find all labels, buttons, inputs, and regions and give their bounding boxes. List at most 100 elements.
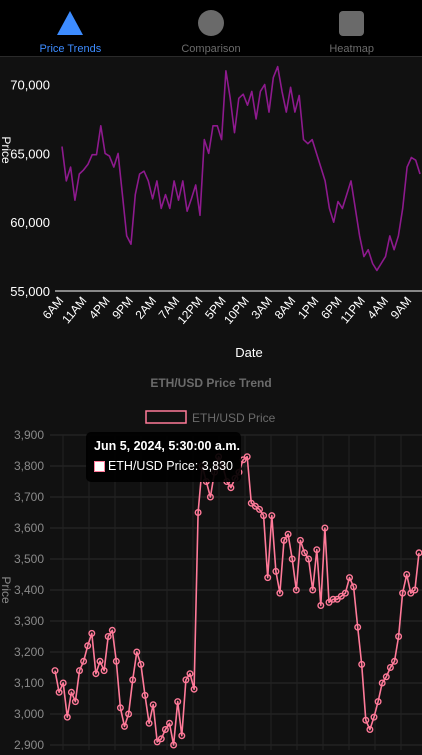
data-point — [108, 626, 116, 634]
data-point — [170, 741, 178, 749]
data-point — [341, 589, 349, 597]
y-tick-label: 3,400 — [14, 583, 44, 597]
data-point — [264, 574, 272, 582]
tooltip-swatch — [94, 460, 105, 472]
data-point — [227, 484, 235, 492]
data-point — [178, 732, 186, 740]
y-tick-label: 3,900 — [14, 428, 44, 442]
eth-series-line — [54, 455, 420, 746]
legend-swatch — [145, 410, 187, 424]
data-point — [186, 670, 194, 678]
y-axis-label: Price — [0, 576, 13, 604]
data-point — [358, 660, 366, 668]
chart-title: ETH/USD Price Trend — [150, 377, 271, 390]
data-point — [382, 673, 390, 681]
x-tick-label: 4PM — [86, 294, 113, 322]
data-point — [120, 722, 128, 730]
data-point — [174, 698, 182, 706]
y-tick-label: 3,100 — [14, 676, 44, 690]
data-point — [182, 676, 190, 684]
y-tick-label: 3,000 — [14, 707, 44, 721]
tab-label: Comparison — [181, 43, 241, 55]
data-point — [165, 719, 173, 727]
data-point — [141, 691, 149, 699]
data-point — [145, 719, 153, 727]
data-point — [206, 493, 214, 501]
data-point — [260, 512, 268, 520]
data-point — [112, 657, 120, 665]
data-point — [243, 453, 251, 461]
data-point — [190, 685, 198, 693]
data-point — [88, 629, 96, 637]
data-point — [100, 667, 108, 675]
tab-heatmap[interactable]: Heatmap — [281, 0, 422, 56]
data-point — [92, 670, 100, 678]
tooltip-title: Jun 5, 2024, 5:30:00 a.m. — [94, 439, 240, 453]
y-tick-label: 60,000 — [10, 215, 50, 230]
data-point — [329, 595, 337, 603]
tab-label: Price Trends — [39, 43, 102, 55]
data-point — [305, 555, 313, 563]
y-tick-label: 55,000 — [10, 284, 50, 299]
data-point — [370, 713, 378, 721]
data-point — [55, 688, 63, 696]
data-point — [321, 524, 329, 532]
data-point — [67, 688, 75, 696]
eth-usd-chart[interactable]: ETH/USD Price Trend ETH/USD Price 2,900 3,0… — [0, 376, 422, 752]
y-tick-label: 3,200 — [14, 645, 44, 659]
tooltip-label: ETH/USD Price: 3,830 — [107, 459, 233, 473]
data-point — [256, 505, 264, 513]
data-point — [284, 530, 292, 538]
tab-bar: Price Trends Comparison Heatmap — [0, 0, 422, 57]
tab-comparison[interactable]: Comparison — [141, 0, 282, 56]
data-point — [133, 648, 141, 656]
data-point — [129, 676, 137, 684]
chart-tooltip: Jun 5, 2024, 5:30:00 a.m. ETH/USD Price:… — [86, 432, 241, 482]
data-point — [411, 586, 419, 594]
x-tick-label: 11AM — [59, 294, 89, 326]
data-point — [362, 716, 370, 724]
data-point — [161, 726, 169, 734]
y-tick-label: 3,700 — [14, 490, 44, 504]
data-point — [116, 704, 124, 712]
triangle-icon — [56, 9, 84, 37]
data-point — [71, 698, 79, 706]
data-point — [51, 667, 59, 675]
data-point — [386, 664, 394, 672]
data-point — [149, 701, 157, 709]
data-point — [378, 679, 386, 687]
y-tick-label: 3,800 — [14, 459, 44, 473]
data-point — [75, 667, 83, 675]
x-tick-label: 9AM — [388, 294, 415, 322]
data-point — [104, 633, 112, 641]
data-point — [125, 710, 133, 718]
data-point — [63, 713, 71, 721]
data-point — [288, 555, 296, 563]
y-tick-label: 3,500 — [14, 552, 44, 566]
data-point — [272, 567, 280, 575]
circle-icon — [197, 9, 225, 37]
tab-price-trends[interactable]: Price Trends — [0, 0, 141, 56]
data-point — [96, 657, 104, 665]
x-tick-label: 1PM — [295, 294, 322, 322]
data-point — [292, 586, 300, 594]
data-point — [296, 536, 304, 544]
data-point — [317, 601, 325, 609]
legend-label: ETH/USD Price — [192, 411, 276, 425]
y-tick-label: 3,600 — [14, 521, 44, 535]
data-point — [354, 623, 362, 631]
x-tick-label: 8AM — [272, 294, 299, 322]
y-tick-label: 2,900 — [14, 738, 44, 750]
y-axis-label: Price — [0, 136, 13, 164]
price-trend-chart[interactable]: 55,000 60,000 65,000 70,000 Price 6AM 11AM 4PM 9… — [0, 57, 422, 377]
data-point — [309, 586, 317, 594]
y-tick-label: 3,300 — [14, 614, 44, 628]
data-point — [268, 512, 276, 520]
x-tick-label: 3AM — [249, 294, 276, 322]
data-point — [80, 657, 88, 665]
y-tick-label: 65,000 — [10, 146, 50, 161]
data-point — [399, 589, 407, 597]
data-point — [157, 735, 165, 743]
data-point — [374, 698, 382, 706]
square-icon — [338, 9, 366, 37]
